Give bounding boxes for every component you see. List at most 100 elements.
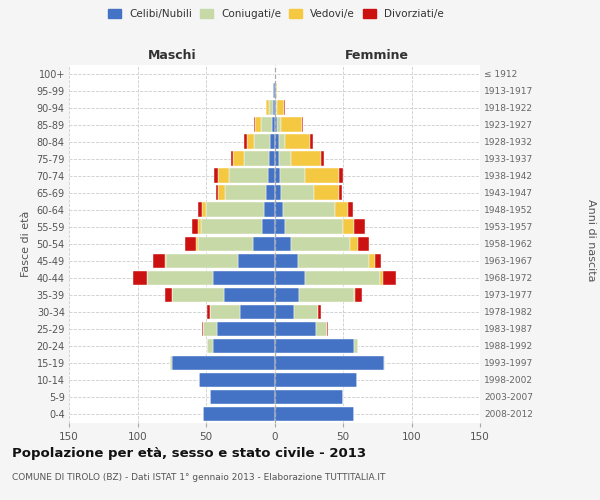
Bar — [286, 220, 343, 234]
Bar — [284, 100, 286, 115]
Bar — [266, 100, 269, 115]
Bar — [202, 202, 206, 217]
Bar — [275, 407, 354, 421]
Bar — [383, 270, 397, 285]
Bar — [275, 372, 356, 387]
Bar — [339, 186, 341, 200]
Bar — [276, 84, 277, 98]
Bar — [261, 118, 272, 132]
Bar — [275, 288, 299, 302]
Bar — [203, 407, 275, 421]
Bar — [152, 254, 165, 268]
Bar — [275, 220, 286, 234]
Bar — [273, 100, 275, 115]
Bar — [275, 270, 305, 285]
Bar — [277, 118, 281, 132]
Bar — [275, 134, 278, 149]
Bar — [165, 288, 172, 302]
Bar — [256, 118, 261, 132]
Bar — [230, 152, 233, 166]
Bar — [198, 220, 200, 234]
Bar — [254, 118, 256, 132]
Bar — [240, 304, 275, 319]
Bar — [298, 254, 369, 268]
Bar — [358, 236, 369, 251]
Bar — [133, 270, 147, 285]
Bar — [210, 390, 275, 404]
Bar — [275, 168, 280, 183]
Bar — [213, 338, 275, 353]
Bar — [275, 322, 316, 336]
Bar — [275, 118, 277, 132]
Bar — [299, 288, 354, 302]
Bar — [314, 186, 339, 200]
Bar — [253, 236, 275, 251]
Text: Femmine: Femmine — [345, 48, 409, 62]
Bar — [275, 356, 384, 370]
Bar — [208, 338, 213, 353]
Bar — [214, 168, 218, 183]
Bar — [198, 236, 253, 251]
Bar — [172, 356, 275, 370]
Bar — [369, 254, 374, 268]
Bar — [275, 84, 276, 98]
Bar — [268, 168, 275, 183]
Bar — [291, 236, 350, 251]
Bar — [247, 134, 254, 149]
Bar — [278, 152, 291, 166]
Bar — [305, 270, 380, 285]
Bar — [275, 254, 298, 268]
Y-axis label: Fasce di età: Fasce di età — [21, 210, 31, 277]
Bar — [354, 220, 365, 234]
Bar — [286, 134, 310, 149]
Bar — [200, 220, 262, 234]
Bar — [280, 168, 305, 183]
Bar — [293, 304, 319, 319]
Bar — [355, 288, 362, 302]
Bar — [275, 304, 293, 319]
Bar — [273, 84, 275, 98]
Bar — [215, 186, 218, 200]
Bar — [276, 100, 277, 115]
Bar — [199, 372, 275, 387]
Bar — [218, 186, 225, 200]
Text: Anni di nascita: Anni di nascita — [586, 198, 596, 281]
Bar — [275, 186, 281, 200]
Bar — [224, 288, 275, 302]
Bar — [203, 322, 217, 336]
Bar — [196, 236, 198, 251]
Bar — [319, 304, 321, 319]
Bar — [350, 236, 358, 251]
Text: COMUNE DI TIROLO (BZ) - Dati ISTAT 1° gennaio 2013 - Elaborazione TUTTITALIA.IT: COMUNE DI TIROLO (BZ) - Dati ISTAT 1° ge… — [12, 472, 385, 482]
Bar — [269, 152, 275, 166]
Bar — [275, 152, 278, 166]
Bar — [262, 220, 275, 234]
Bar — [244, 134, 247, 149]
Bar — [193, 220, 198, 234]
Bar — [202, 322, 203, 336]
Bar — [254, 134, 271, 149]
Bar — [380, 270, 383, 285]
Bar — [354, 338, 358, 353]
Bar — [166, 254, 238, 268]
Bar — [198, 202, 202, 217]
Bar — [275, 338, 354, 353]
Bar — [277, 100, 284, 115]
Bar — [384, 356, 385, 370]
Bar — [206, 202, 263, 217]
Bar — [305, 168, 339, 183]
Bar — [281, 118, 302, 132]
Bar — [210, 304, 240, 319]
Bar — [339, 168, 343, 183]
Bar — [213, 270, 275, 285]
Bar — [283, 202, 335, 217]
Bar — [170, 356, 172, 370]
Bar — [374, 254, 382, 268]
Bar — [208, 304, 210, 319]
Bar — [165, 254, 166, 268]
Bar — [278, 134, 286, 149]
Bar — [316, 322, 326, 336]
Bar — [269, 100, 273, 115]
Bar — [321, 152, 324, 166]
Bar — [275, 100, 276, 115]
